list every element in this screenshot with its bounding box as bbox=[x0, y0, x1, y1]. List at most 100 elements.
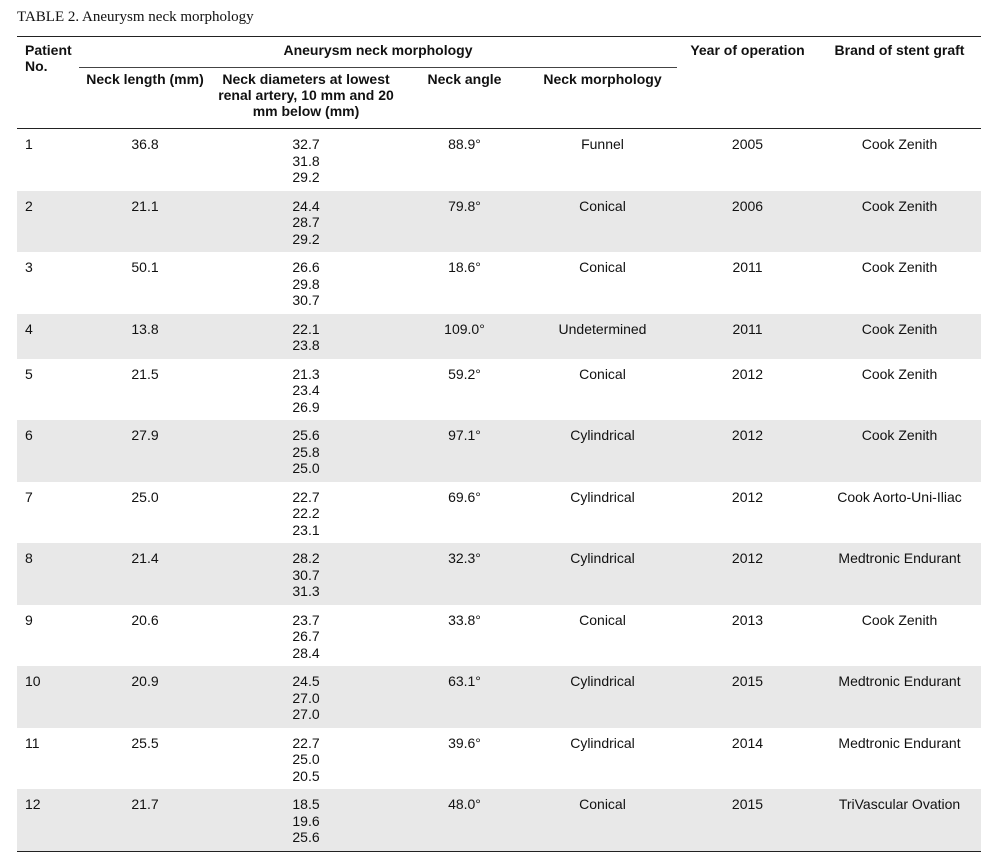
cell-neck-morphology: Undetermined bbox=[558, 320, 647, 337]
table-row: 7 25.0 22.7 22.2 23.1 69.6° Cylindrical 20… bbox=[17, 482, 981, 544]
diameter-value: 19.6 bbox=[292, 812, 320, 829]
cell-neck-diameters: 32.7 31.8 29.2 bbox=[211, 129, 401, 191]
diameter-value: 26.7 bbox=[292, 628, 320, 644]
cell-year: 2006 bbox=[731, 197, 764, 214]
cell-year: 2011 bbox=[732, 259, 763, 275]
diameter-value: 28.7 bbox=[292, 214, 320, 230]
cell-neck-length: 21.1 bbox=[131, 197, 159, 214]
cell-neck-diameters: 23.7 26.7 28.4 bbox=[211, 605, 401, 667]
cell-brand: Cook Zenith bbox=[861, 320, 938, 337]
diameter-value: 23.7 bbox=[292, 611, 320, 628]
diameter-value: 25.0 bbox=[292, 751, 320, 767]
table-row: 3 50.1 26.6 29.8 30.7 18.6° Conical 2011 C… bbox=[17, 252, 981, 314]
diameter-value: 24.4 bbox=[292, 197, 320, 214]
table-caption: TABLE 2. Aneurysm neck morphology bbox=[17, 9, 254, 25]
cell-patient: 5 bbox=[25, 365, 33, 382]
cell-patient: 2 bbox=[25, 197, 33, 214]
cell-year: 2011 bbox=[732, 320, 763, 337]
cell-neck-angle: 88.9° bbox=[448, 136, 481, 152]
diameter-value: 29.8 bbox=[292, 275, 320, 292]
cell-brand: Cook Zenith bbox=[861, 365, 938, 382]
diameter-value: 30.7 bbox=[292, 292, 320, 308]
cell-brand: Cook Zenith bbox=[861, 197, 938, 214]
cell-patient: 4 bbox=[25, 320, 33, 337]
diameter-value: 22.7 bbox=[292, 488, 320, 505]
diameter-value: 24.5 bbox=[292, 673, 320, 689]
cell-neck-diameters: 25.6 25.8 25.0 bbox=[211, 420, 401, 482]
header-patient: Patient No. bbox=[25, 42, 72, 74]
diameter-value: 27.0 bbox=[292, 706, 320, 722]
header-neck-length: Neck length (mm) bbox=[86, 71, 204, 87]
cell-year: 2005 bbox=[731, 136, 764, 152]
cell-brand: Cook Zenith bbox=[861, 611, 938, 628]
cell-patient: 8 bbox=[25, 550, 33, 566]
cell-neck-angle: 63.1° bbox=[448, 673, 481, 689]
header-neck-angle: Neck angle bbox=[427, 71, 502, 87]
cell-neck-morphology: Cylindrical bbox=[570, 550, 635, 566]
cell-patient: 7 bbox=[25, 488, 33, 505]
diameter-value: 26.9 bbox=[292, 398, 320, 415]
cell-neck-angle: 79.8° bbox=[448, 197, 481, 214]
cell-brand: Medtronic Endurant bbox=[838, 550, 961, 566]
cell-year: 2015 bbox=[731, 673, 764, 689]
cell-year: 2012 bbox=[731, 550, 764, 566]
cell-neck-morphology: Cylindrical bbox=[570, 488, 635, 505]
cell-neck-morphology: Conical bbox=[579, 611, 626, 628]
table-row: 4 13.8 22.1 23.8 109.0° Undetermined 2011… bbox=[17, 313, 981, 359]
cell-neck-diameters: 21.3 23.4 26.9 bbox=[211, 359, 401, 421]
cell-neck-morphology: Cylindrical bbox=[570, 427, 635, 443]
cell-neck-morphology: Conical bbox=[579, 796, 626, 812]
diameter-value: 25.6 bbox=[292, 427, 320, 443]
cell-year: 2014 bbox=[731, 734, 764, 751]
table-row: 1 36.8 32.7 31.8 29.2 88.9° Funnel 2005 Co… bbox=[17, 129, 981, 191]
cell-neck-length: 21.7 bbox=[131, 796, 159, 812]
diameter-value: 25.8 bbox=[292, 443, 320, 460]
cell-patient: 6 bbox=[25, 427, 33, 443]
table-row: 8 21.4 28.2 30.7 31.3 32.3° Cylindrical 20… bbox=[17, 543, 981, 605]
cell-neck-length: 13.8 bbox=[131, 320, 159, 337]
diameter-value: 27.0 bbox=[292, 689, 320, 706]
table-row: 9 20.6 23.7 26.7 28.4 33.8° Conical 2013 C… bbox=[17, 605, 981, 667]
cell-neck-morphology: Cylindrical bbox=[570, 734, 635, 751]
cell-brand: Cook Zenith bbox=[861, 259, 938, 275]
cell-neck-morphology: Funnel bbox=[581, 136, 624, 152]
table-row: 6 27.9 25.6 25.8 25.0 97.1° Cylindrical 20… bbox=[17, 420, 981, 482]
diameter-value: 23.1 bbox=[292, 521, 320, 538]
cell-neck-diameters: 26.6 29.8 30.7 bbox=[211, 252, 401, 314]
cell-neck-angle: 109.0° bbox=[444, 320, 485, 337]
cell-neck-angle: 97.1° bbox=[448, 427, 481, 443]
table-row: 12 21.7 18.5 19.6 25.6 48.0° Conical 2015 … bbox=[17, 789, 981, 851]
diameter-value: 29.2 bbox=[292, 230, 320, 247]
cell-neck-angle: 59.2° bbox=[448, 365, 481, 382]
diameter-value: 32.7 bbox=[292, 136, 320, 152]
cell-brand: Medtronic Endurant bbox=[838, 734, 961, 751]
header-brand: Brand of stent graft bbox=[834, 42, 965, 58]
cell-brand: TriVascular Ovation bbox=[838, 796, 961, 812]
header-neck-morphology: Neck morphology bbox=[543, 71, 662, 87]
cell-neck-angle: 39.6° bbox=[448, 734, 481, 751]
cell-patient: 9 bbox=[25, 611, 33, 628]
cell-neck-length: 20.9 bbox=[131, 673, 159, 689]
cell-neck-length: 21.5 bbox=[131, 365, 159, 382]
cell-year: 2012 bbox=[731, 365, 764, 382]
cell-brand: Cook Zenith bbox=[861, 136, 938, 152]
header-group: Aneurysm neck morphology bbox=[79, 36, 677, 68]
cell-neck-length: 25.5 bbox=[131, 734, 159, 751]
cell-patient: 11 bbox=[25, 734, 40, 751]
header-neck-diameters: Neck diameters at lowest renal artery, 1… bbox=[218, 71, 394, 119]
cell-neck-angle: 69.6° bbox=[448, 488, 481, 505]
table-row: 5 21.5 21.3 23.4 26.9 59.2° Conical 2012 C… bbox=[17, 359, 981, 421]
diameter-value: 23.4 bbox=[292, 382, 320, 398]
cell-neck-length: 27.9 bbox=[131, 427, 159, 443]
cell-neck-morphology: Conical bbox=[579, 259, 626, 275]
diameter-value: 21.3 bbox=[292, 365, 320, 382]
cell-neck-length: 25.0 bbox=[131, 488, 159, 505]
diameter-value: 31.8 bbox=[292, 152, 320, 169]
cell-patient: 10 bbox=[25, 673, 41, 689]
table-row: 2 21.1 24.4 28.7 29.2 79.8° Conical 2006 C… bbox=[17, 190, 981, 252]
cell-patient: 3 bbox=[25, 259, 33, 275]
cell-neck-diameters: 28.2 30.7 31.3 bbox=[211, 543, 401, 605]
cell-patient: 1 bbox=[25, 136, 33, 152]
cell-patient: 12 bbox=[25, 796, 41, 812]
cell-brand: Cook Aorto-Uni-Iliac bbox=[837, 488, 962, 505]
